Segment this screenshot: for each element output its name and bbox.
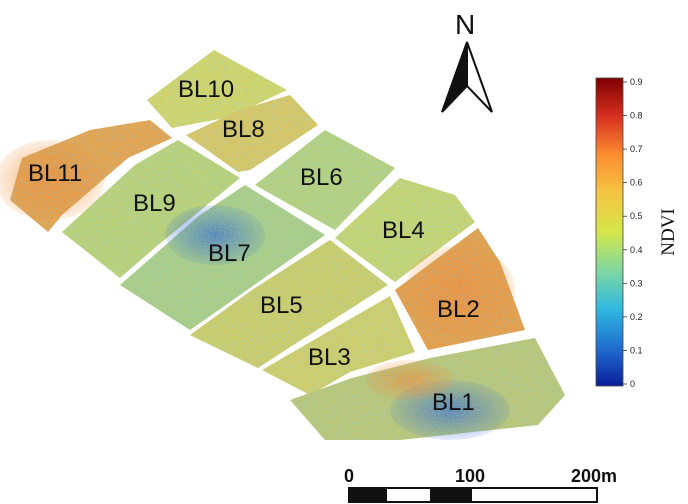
- colorbar-tick-label: 0.9: [630, 77, 643, 87]
- colorbar-title: NDVI: [658, 208, 679, 256]
- block-bl3: [262, 296, 415, 395]
- block-bl2: [395, 228, 525, 350]
- label-bl5: BL5: [260, 292, 303, 319]
- scale-label-0: 0: [344, 466, 354, 486]
- north-arrow: N: [441, 9, 493, 113]
- colorbar-tick-label: 0.8: [630, 111, 643, 121]
- label-bl3: BL3: [308, 344, 351, 371]
- block-bl5: [190, 240, 388, 368]
- north-letter: N: [455, 9, 475, 40]
- scale-label-100: 100: [455, 466, 485, 486]
- label-bl1: BL1: [432, 389, 475, 416]
- block-bl11: [0, 120, 172, 232]
- label-bl9: BL9: [133, 190, 176, 217]
- block-bl1: [290, 338, 565, 440]
- label-bl11: BL11: [28, 160, 82, 187]
- block-labels: BL10 BL8 BL11 BL9 BL6 BL7 BL4 BL5 BL2 BL…: [28, 76, 480, 416]
- block-bl7: [120, 185, 325, 330]
- north-arrow-icon: [441, 41, 493, 113]
- block-bl6: [255, 130, 395, 230]
- block-bl8: [186, 95, 318, 172]
- colorbar-ticks: 0.9 0.8 0.7 0.6 0.5 0.4 0.3 0.2 0.1 0: [623, 77, 643, 389]
- colorbar: 0.9 0.8 0.7 0.6 0.5 0.4 0.3 0.2 0.1 0 NDVI: [595, 77, 679, 389]
- scale-seg-2: [430, 488, 472, 502]
- colorbar-ramp: [595, 77, 624, 387]
- colorbar-tick-label: 0.1: [630, 345, 643, 355]
- label-bl2: BL2: [437, 296, 480, 323]
- scale-seg-1: [349, 488, 387, 502]
- colorbar-tick-label: 0.6: [630, 178, 643, 188]
- label-bl6: BL6: [300, 164, 343, 191]
- block-bl10: [147, 50, 287, 128]
- field-blocks: [0, 50, 565, 440]
- colorbar-tick-label: 0.7: [630, 144, 643, 154]
- scale-label-200: 200m: [571, 466, 617, 486]
- block-bl4: [335, 178, 475, 282]
- label-bl4: BL4: [382, 217, 425, 244]
- label-bl7: BL7: [208, 240, 251, 267]
- label-bl10: BL10: [178, 76, 234, 103]
- colorbar-tick-label: 0.3: [630, 278, 643, 288]
- colorbar-tick-label: 0.2: [630, 312, 643, 322]
- label-bl8: BL8: [222, 116, 265, 143]
- colorbar-tick-label: 0: [630, 379, 635, 389]
- colorbar-tick-label: 0.5: [630, 211, 643, 221]
- block-bl9: [62, 140, 240, 278]
- scale-bar: 0 100 200m: [344, 466, 617, 503]
- colorbar-tick-label: 0.4: [630, 245, 643, 255]
